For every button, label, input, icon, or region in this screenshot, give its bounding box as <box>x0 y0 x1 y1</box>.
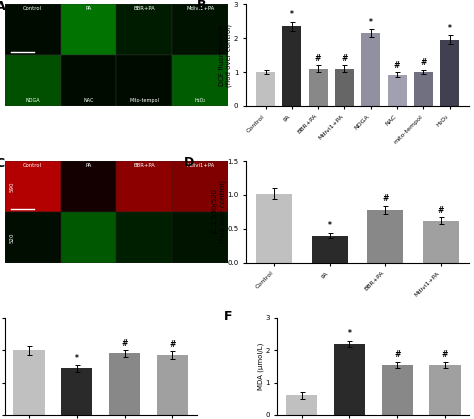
Bar <box>429 365 461 415</box>
Bar <box>13 350 45 415</box>
Text: NAC: NAC <box>83 98 94 103</box>
Bar <box>388 75 407 106</box>
Bar <box>61 4 117 55</box>
Text: *: * <box>347 329 351 338</box>
Bar <box>256 194 292 263</box>
Bar <box>335 69 354 106</box>
Text: #: # <box>341 54 347 63</box>
Bar <box>117 161 172 212</box>
Text: C: C <box>0 157 5 170</box>
Text: 590: 590 <box>9 181 14 192</box>
Text: *: * <box>369 18 373 26</box>
Bar <box>334 344 365 415</box>
Bar <box>117 55 172 106</box>
Text: F: F <box>224 310 232 323</box>
Text: #: # <box>121 339 128 348</box>
Text: NDGA: NDGA <box>25 98 40 103</box>
Text: *: * <box>75 354 79 363</box>
Text: #: # <box>394 61 400 70</box>
Text: Control: Control <box>23 6 42 11</box>
Bar <box>414 72 433 106</box>
Text: *: * <box>328 221 332 230</box>
Text: #: # <box>442 350 448 359</box>
Bar <box>61 368 92 415</box>
Bar <box>5 161 61 212</box>
Text: BBR+PA: BBR+PA <box>134 163 155 168</box>
Bar <box>256 72 275 106</box>
Text: #: # <box>420 58 427 67</box>
Text: B: B <box>197 0 206 12</box>
Bar <box>423 221 459 263</box>
Y-axis label: DCF fluorescence
(flod over control): DCF fluorescence (flod over control) <box>219 23 232 87</box>
Text: #: # <box>169 340 175 349</box>
Bar <box>5 212 61 263</box>
Y-axis label: JC-1 590/520
(fold over control): JC-1 590/520 (fold over control) <box>212 181 226 243</box>
Bar <box>117 212 172 263</box>
Text: *: * <box>290 10 294 19</box>
Text: H₂O₂: H₂O₂ <box>194 98 206 103</box>
Text: PA: PA <box>85 163 91 168</box>
Text: *: * <box>448 24 452 33</box>
Bar <box>286 396 317 415</box>
Bar <box>361 33 380 106</box>
Text: PA: PA <box>85 6 91 11</box>
Text: D: D <box>183 156 194 169</box>
Bar <box>5 55 61 106</box>
Bar <box>157 355 188 415</box>
Y-axis label: MDA (μmol/L): MDA (μmol/L) <box>257 343 264 390</box>
Bar <box>172 212 228 263</box>
Bar <box>61 161 117 212</box>
Text: #: # <box>438 206 444 215</box>
Bar <box>172 161 228 212</box>
Bar <box>117 4 172 55</box>
Text: A: A <box>0 0 5 13</box>
Bar <box>109 354 140 415</box>
Text: #: # <box>394 350 401 359</box>
Text: #: # <box>382 194 389 203</box>
Bar <box>440 40 459 106</box>
Bar <box>61 212 117 263</box>
Bar <box>382 365 413 415</box>
Bar <box>367 210 403 263</box>
Text: #: # <box>315 54 321 63</box>
Bar <box>172 4 228 55</box>
Bar <box>312 235 348 263</box>
Text: BBR+PA: BBR+PA <box>134 6 155 11</box>
Bar <box>172 55 228 106</box>
Bar <box>309 69 328 106</box>
Bar <box>5 4 61 55</box>
Text: Mito-tempol: Mito-tempol <box>129 98 159 103</box>
Text: Control: Control <box>23 163 42 168</box>
Bar <box>61 55 117 106</box>
Text: Mdivi1+PA: Mdivi1+PA <box>186 163 214 168</box>
Bar <box>283 26 301 106</box>
Text: Mdivi1+PA: Mdivi1+PA <box>186 6 214 11</box>
Text: 520: 520 <box>9 232 14 243</box>
